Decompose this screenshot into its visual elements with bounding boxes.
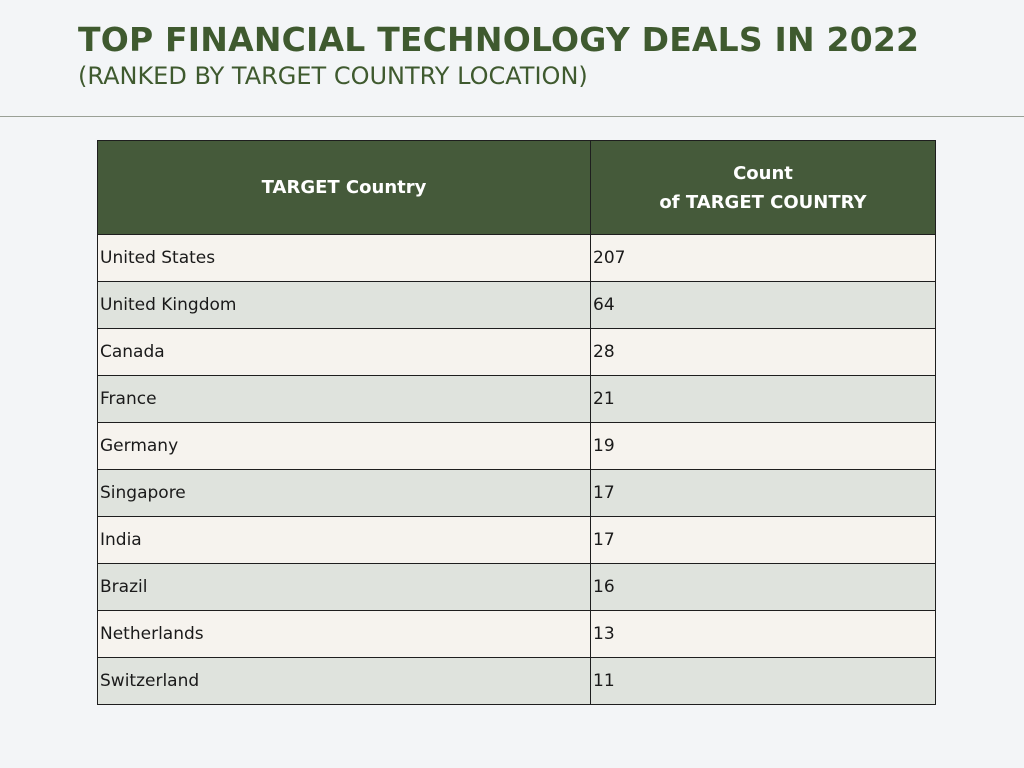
cell-count: 13 bbox=[590, 610, 936, 658]
cell-count: 207 bbox=[590, 234, 936, 282]
page-subtitle: (RANKED BY TARGET COUNTRY LOCATION) bbox=[78, 62, 588, 90]
cell-country: Brazil bbox=[97, 563, 591, 611]
column-header-count-line2: of TARGET COUNTRY bbox=[659, 191, 867, 213]
cell-country: Netherlands bbox=[97, 610, 591, 658]
table-row: Canada 28 bbox=[97, 328, 936, 376]
page-title: TOP FINANCIAL TECHNOLOGY DEALS IN 2022 bbox=[78, 20, 920, 59]
table-row: Germany 19 bbox=[97, 422, 936, 470]
table-row: United Kingdom 64 bbox=[97, 281, 936, 329]
column-header-count: Count of TARGET COUNTRY bbox=[590, 140, 936, 235]
header-divider bbox=[0, 116, 1024, 117]
table-row: France 21 bbox=[97, 375, 936, 423]
table-header-row: TARGET Country Count of TARGET COUNTRY bbox=[97, 140, 936, 235]
cell-count: 64 bbox=[590, 281, 936, 329]
cell-country: United States bbox=[97, 234, 591, 282]
table-body: United States 207 United Kingdom 64 Cana… bbox=[97, 234, 936, 705]
cell-country: Canada bbox=[97, 328, 591, 376]
table-row: Brazil 16 bbox=[97, 563, 936, 611]
deals-table: TARGET Country Count of TARGET COUNTRY U… bbox=[97, 140, 936, 705]
column-header-count-line1: Count bbox=[733, 162, 793, 184]
cell-count: 17 bbox=[590, 516, 936, 564]
table-row: United States 207 bbox=[97, 234, 936, 282]
cell-count: 28 bbox=[590, 328, 936, 376]
cell-country: Germany bbox=[97, 422, 591, 470]
cell-country: France bbox=[97, 375, 591, 423]
table-row: Netherlands 13 bbox=[97, 610, 936, 658]
cell-count: 17 bbox=[590, 469, 936, 517]
cell-country: Switzerland bbox=[97, 657, 591, 705]
cell-count: 16 bbox=[590, 563, 936, 611]
cell-count: 21 bbox=[590, 375, 936, 423]
cell-country: Singapore bbox=[97, 469, 591, 517]
cell-country: United Kingdom bbox=[97, 281, 591, 329]
cell-count: 19 bbox=[590, 422, 936, 470]
table-row: India 17 bbox=[97, 516, 936, 564]
cell-count: 11 bbox=[590, 657, 936, 705]
column-header-target-country: TARGET Country bbox=[97, 140, 591, 235]
table-row: Singapore 17 bbox=[97, 469, 936, 517]
table-row: Switzerland 11 bbox=[97, 657, 936, 705]
cell-country: India bbox=[97, 516, 591, 564]
